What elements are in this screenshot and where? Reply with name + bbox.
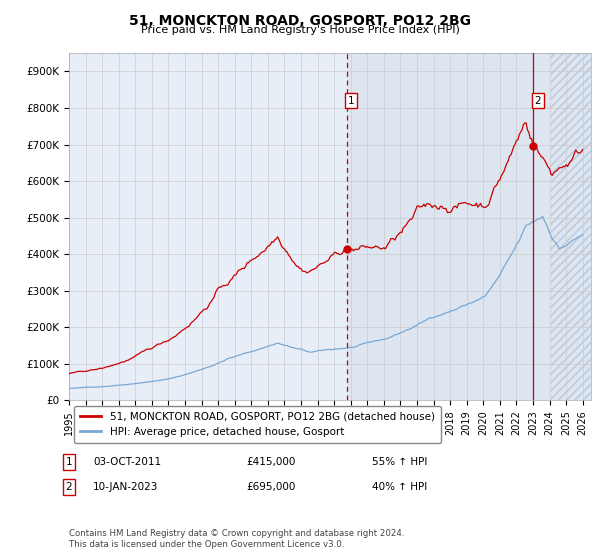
Text: £695,000: £695,000 <box>246 482 295 492</box>
Bar <box>551 53 600 400</box>
Text: 03-OCT-2011: 03-OCT-2011 <box>93 457 161 467</box>
Text: 55% ↑ HPI: 55% ↑ HPI <box>372 457 427 467</box>
Text: 2: 2 <box>65 482 73 492</box>
Text: 2: 2 <box>535 96 541 106</box>
Text: 1: 1 <box>65 457 73 467</box>
Text: 51, MONCKTON ROAD, GOSPORT, PO12 2BG: 51, MONCKTON ROAD, GOSPORT, PO12 2BG <box>129 14 471 28</box>
Text: 1: 1 <box>347 96 354 106</box>
Text: 40% ↑ HPI: 40% ↑ HPI <box>372 482 427 492</box>
Bar <box>347 53 551 400</box>
Text: Price paid vs. HM Land Registry's House Price Index (HPI): Price paid vs. HM Land Registry's House … <box>140 25 460 35</box>
Text: £415,000: £415,000 <box>246 457 295 467</box>
Text: 10-JAN-2023: 10-JAN-2023 <box>93 482 158 492</box>
Legend: 51, MONCKTON ROAD, GOSPORT, PO12 2BG (detached house), HPI: Average price, detac: 51, MONCKTON ROAD, GOSPORT, PO12 2BG (de… <box>74 405 441 444</box>
Text: Contains HM Land Registry data © Crown copyright and database right 2024.
This d: Contains HM Land Registry data © Crown c… <box>69 529 404 549</box>
